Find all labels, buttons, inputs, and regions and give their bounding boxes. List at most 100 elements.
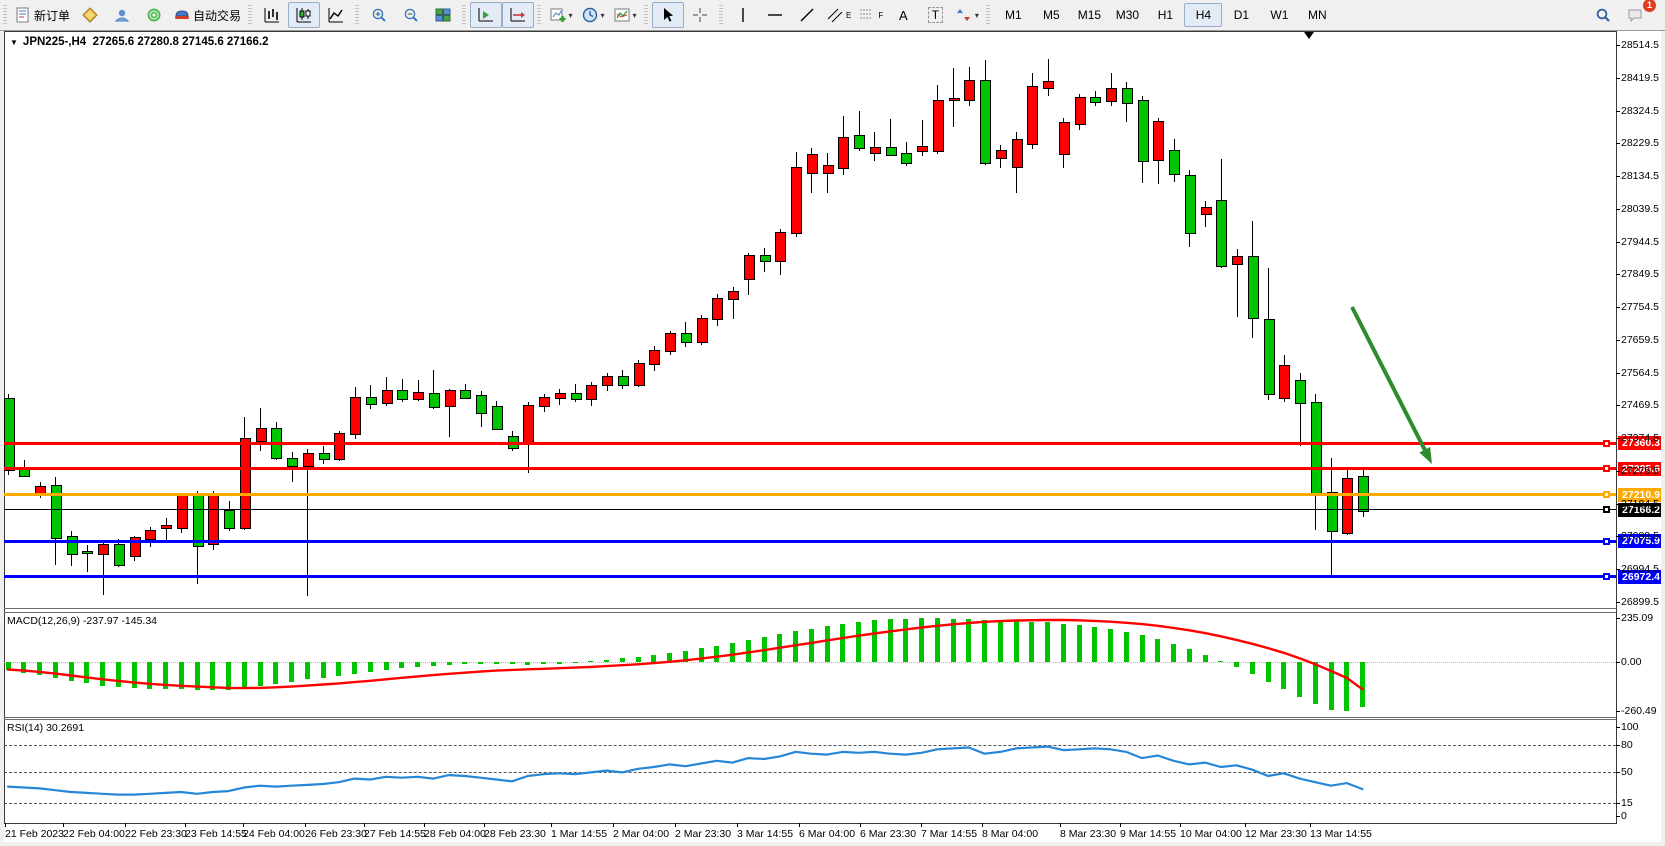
- rsi-tick-label: 0: [1621, 810, 1627, 822]
- tf-m30-button[interactable]: M30: [1108, 3, 1146, 27]
- time-tick: [125, 823, 126, 827]
- time-axis-label: 9 Mar 14:55: [1120, 828, 1177, 840]
- price-tick: [1616, 208, 1620, 210]
- text-label-tool[interactable]: T: [919, 2, 951, 28]
- line-chart-button[interactable]: [320, 2, 352, 28]
- search-button[interactable]: [1587, 2, 1619, 28]
- time-tick: [982, 823, 983, 827]
- candle: [1121, 87, 1133, 104]
- tf-m1-button[interactable]: M1: [994, 3, 1032, 27]
- time-tick: [1310, 823, 1311, 827]
- zoom-out-button[interactable]: [395, 2, 427, 28]
- candle: [113, 543, 125, 567]
- auto-trading-button[interactable]: 自动交易: [170, 2, 245, 28]
- periods-dropdown[interactable]: ▾: [577, 2, 609, 28]
- annotation-arrow-line[interactable]: [1350, 306, 1431, 458]
- panel-separator[interactable]: [4, 608, 1616, 609]
- bar-chart-icon: [264, 8, 280, 23]
- macd-histogram-bar: [1060, 623, 1066, 662]
- macd-histogram-bar: [352, 662, 357, 674]
- equidistant-channel-tool[interactable]: E: [823, 2, 855, 28]
- horizontal-line-object[interactable]: [4, 441, 1616, 445]
- macd-histogram-bar: [950, 618, 956, 662]
- macd-histogram-bar: [745, 639, 751, 662]
- trendline-tool[interactable]: [791, 2, 823, 28]
- price-tick: [1616, 438, 1620, 440]
- fibonacci-tool[interactable]: F: [855, 2, 887, 28]
- hline-handle[interactable]: [1603, 506, 1610, 514]
- signals-radar-icon: [147, 8, 161, 22]
- annotation-arrow-head[interactable]: [1419, 447, 1432, 464]
- hline-handle[interactable]: [1603, 573, 1610, 581]
- toolbar-drag-handle[interactable]: [3, 5, 7, 25]
- auto-scroll-icon: [510, 8, 526, 22]
- arrows-tool-dropdown[interactable]: ▾: [951, 2, 983, 28]
- time-axis-label: 8 Mar 23:30: [1060, 828, 1117, 840]
- dropdown-caret: ▾: [568, 10, 573, 20]
- auto-scroll-button[interactable]: [502, 2, 535, 28]
- candle: [224, 510, 235, 529]
- panel-separator[interactable]: [4, 612, 1616, 613]
- rsi-tick: [1616, 771, 1620, 773]
- tf-h1-button[interactable]: H1: [1146, 3, 1184, 27]
- panel-separator[interactable]: [4, 717, 1616, 718]
- candle: [539, 396, 550, 408]
- community-button[interactable]: [106, 2, 138, 28]
- chart-shift-marker[interactable]: [1304, 32, 1314, 39]
- time-axis-label: 2 Mar 23:30: [675, 828, 732, 840]
- panel-separator[interactable]: [4, 719, 1616, 720]
- new-order-button[interactable]: 新订单: [11, 2, 74, 28]
- dropdown-caret: ▾: [632, 10, 637, 20]
- bar-chart-button[interactable]: [256, 2, 288, 28]
- horizontal-line-object[interactable]: [4, 509, 1616, 511]
- chart-title[interactable]: ▼ JPN225-,H4 27265.6 27280.8 27145.6 2716…: [10, 36, 268, 48]
- chart-area[interactable]: ▼ JPN225-,H4 27265.6 27280.8 27145.6 2716…: [0, 31, 1665, 846]
- candle: [3, 398, 15, 471]
- tile-windows-button[interactable]: [427, 2, 459, 28]
- tf-m15-button[interactable]: M15: [1070, 3, 1108, 27]
- tf-m30-label: M30: [1115, 8, 1140, 22]
- cursor-tool-button[interactable]: [652, 2, 685, 28]
- crosshair-tool-button[interactable]: [684, 2, 716, 28]
- macd-histogram-bar: [289, 662, 294, 682]
- zoom-in-button[interactable]: [363, 2, 395, 28]
- tf-m5-button[interactable]: M5: [1032, 3, 1070, 27]
- tf-w1-button[interactable]: W1: [1260, 3, 1298, 27]
- candle: [680, 333, 692, 344]
- candle: [901, 153, 913, 165]
- notifications-button[interactable]: 1: [1619, 0, 1656, 28]
- hline-handle[interactable]: [1603, 491, 1610, 498]
- new-chart-dropdown[interactable]: ▾: [545, 2, 577, 28]
- macd-histogram-bar: [1045, 622, 1050, 662]
- horizontal-line-object[interactable]: [4, 539, 1616, 543]
- signals-button[interactable]: [138, 2, 170, 28]
- price-tick-label: 26994.5: [1621, 563, 1659, 576]
- templates-dropdown[interactable]: ▾: [609, 2, 641, 28]
- candle-wick: [858, 111, 860, 151]
- chart-expand-icon[interactable]: ▼: [10, 38, 18, 47]
- notification-badge: 1: [1643, 0, 1656, 12]
- hline-handle[interactable]: [1603, 537, 1610, 545]
- trendline-icon: [800, 8, 814, 22]
- tf-h4-button[interactable]: H4: [1184, 3, 1223, 27]
- charts-gallery-button[interactable]: [74, 2, 106, 28]
- text-tool[interactable]: A: [887, 2, 919, 28]
- macd-histogram-bar: [793, 631, 798, 662]
- candlestick-chart-button[interactable]: [288, 2, 321, 28]
- line-chart-icon: [328, 8, 344, 23]
- tf-d1-button[interactable]: D1: [1222, 3, 1260, 27]
- horizontal-line-object[interactable]: [4, 493, 1616, 496]
- macd-histogram-bar: [1029, 621, 1035, 662]
- chart-shift-button[interactable]: [470, 2, 503, 28]
- horizontal-line-object[interactable]: [4, 575, 1616, 579]
- tf-mn-button[interactable]: MN: [1298, 3, 1336, 27]
- horizontal-line-tool[interactable]: [759, 2, 791, 28]
- hline-handle[interactable]: [1603, 465, 1610, 473]
- candle-wick: [307, 449, 309, 597]
- horizontal-line-object[interactable]: [4, 467, 1616, 471]
- hline-handle[interactable]: [1603, 439, 1610, 447]
- time-axis-label: 7 Mar 14:55: [921, 828, 978, 840]
- candle: [964, 80, 976, 101]
- vertical-line-tool[interactable]: [727, 2, 759, 28]
- cursor-arrow-icon: [664, 8, 674, 22]
